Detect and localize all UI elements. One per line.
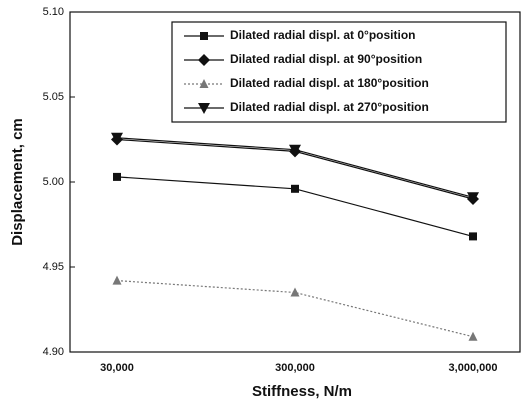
x-tick-label: 3,000,000 [449, 362, 498, 374]
marker [467, 192, 479, 204]
y-tick-label: 4.95 [43, 261, 64, 273]
legend-label: Dilated radial displ. at 180°position [230, 76, 429, 90]
y-tick-label: 4.90 [43, 346, 64, 358]
marker [289, 144, 301, 156]
legend-label: Dilated radial displ. at 90°position [230, 52, 422, 66]
series-line [116, 280, 474, 338]
y-tick-label: 5.00 [43, 176, 64, 188]
marker [468, 331, 478, 341]
legend-marker [199, 79, 209, 88]
y-tick-label: 5.10 [43, 6, 64, 18]
legend: Dilated radial displ. at 0°position Dilat… [171, 21, 507, 123]
y-tick-label: 5.05 [43, 91, 64, 103]
x-tick-label: 300,000 [275, 362, 315, 374]
legend-label: Dilated radial displ. at 270°position [230, 100, 429, 114]
y-axis-label: Displacement, cm [9, 118, 26, 246]
marker [469, 232, 477, 241]
legend-marker [198, 54, 210, 66]
legend-marker [198, 103, 210, 114]
legend-marker [200, 32, 208, 40]
legend-label: Dilated radial displ. at 0°position [230, 28, 416, 42]
x-axis-label: Stiffness, N/m [252, 383, 352, 400]
marker [291, 184, 299, 193]
marker [113, 172, 121, 181]
legend-box [171, 21, 507, 123]
marker [112, 275, 122, 285]
marker [111, 132, 123, 144]
x-tick-label: 30,000 [100, 362, 134, 374]
marker [290, 287, 300, 297]
